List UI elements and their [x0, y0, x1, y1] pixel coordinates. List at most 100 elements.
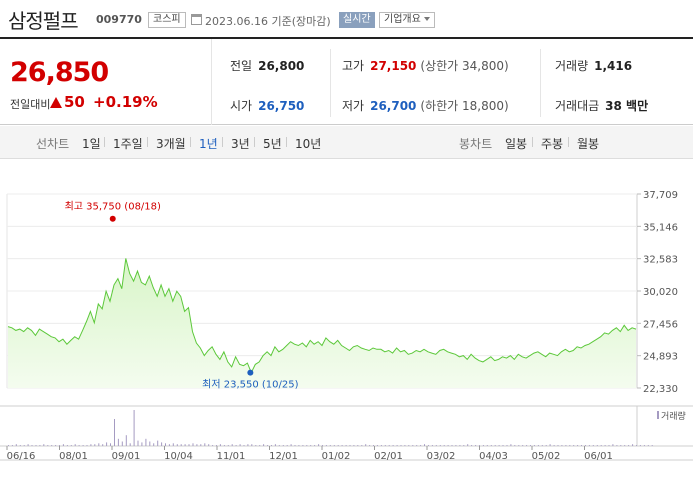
tab-separator: [222, 137, 223, 147]
volume-bar: [628, 445, 630, 446]
info-prev-value: 26,800: [258, 59, 305, 73]
volume-bar: [94, 444, 96, 446]
volume-bar: [439, 445, 441, 446]
volume-bar: [353, 445, 355, 446]
volume-bar: [553, 445, 555, 446]
volume-bar: [153, 443, 155, 446]
volume-bar: [431, 445, 433, 446]
y-tick-label: 22,330: [643, 384, 678, 395]
volume-bar: [494, 445, 496, 446]
volume-bar: [137, 440, 139, 446]
volume-bar: [412, 445, 414, 446]
chart-annotations: 최고 35,750 (08/18) 최저 23,550 (10/25): [65, 201, 299, 391]
info-low: 저가 26,700 (하한가 18,800): [342, 97, 509, 114]
volume-bar: [282, 445, 284, 446]
volume-bar: [486, 445, 488, 446]
volume-bar: [43, 444, 45, 446]
company-overview-dropdown[interactable]: 기업개요: [379, 12, 435, 28]
tab-monthly-candle[interactable]: 월봉: [577, 137, 600, 151]
volume-bar: [219, 444, 221, 446]
volume-bar: [208, 444, 210, 446]
volume-bar: [59, 445, 60, 446]
tab-3m[interactable]: 3개월: [156, 137, 186, 151]
volume-bar: [267, 445, 269, 446]
x-tick-label: 08/01: [59, 451, 88, 462]
tab-10y[interactable]: 10년: [295, 137, 322, 151]
tab-1d[interactable]: 1일: [82, 137, 101, 151]
volume-bar: [8, 445, 9, 446]
volume-bar: [380, 445, 382, 446]
y-tick-label: 24,893: [643, 352, 678, 363]
volume-bar: [19, 445, 21, 446]
volume-bar: [117, 438, 119, 446]
diff-value: 50: [64, 93, 85, 111]
volume-bar: [310, 445, 312, 446]
volume-bar: [588, 445, 590, 446]
info-open: 시가 26,750: [230, 97, 304, 114]
tab-separator: [532, 137, 533, 147]
volume-bar: [526, 445, 528, 446]
base-date: 2023.06.16 기준(장마감): [205, 15, 331, 28]
realtime-button[interactable]: 실시간: [339, 12, 375, 28]
low-marker: [247, 369, 254, 376]
volume-bar: [569, 445, 571, 446]
volume-bar: [51, 445, 53, 446]
y-tick-label: 30,020: [643, 287, 678, 298]
volume-bar: [522, 445, 524, 446]
tab-1w[interactable]: 1주일: [113, 137, 143, 151]
info-amount-label: 거래대금: [555, 99, 600, 113]
volume-bar: [86, 445, 88, 446]
current-price: 26,850: [10, 57, 109, 88]
volume-bar: [592, 445, 594, 446]
volume-bar: [239, 444, 241, 446]
volume-bar: [424, 444, 425, 446]
tab-separator: [147, 137, 148, 147]
volume-bar: [11, 445, 13, 446]
volume-bar: [298, 445, 300, 446]
volume-bar: [349, 445, 351, 446]
volume-bar: [373, 445, 374, 446]
volume-bar: [110, 443, 111, 446]
stock-code: 009770: [96, 13, 142, 26]
tab-daily-candle[interactable]: 일봉: [505, 137, 528, 151]
volume-bar: [537, 445, 539, 446]
tab-separator: [286, 137, 287, 147]
volume-bar: [149, 441, 151, 446]
tab-5y[interactable]: 5년: [263, 137, 282, 151]
volume-bar: [271, 445, 272, 446]
info-amount: 거래대금 38 백만: [555, 97, 648, 114]
low-annotation: 최저 23,550 (10/25): [202, 379, 298, 391]
stock-name: 삼정펄프: [8, 9, 79, 33]
company-overview-label: 기업개요: [384, 14, 421, 25]
volume-bars: 거래량: [0, 405, 693, 447]
volume-bar: [15, 444, 17, 446]
volume-bar: [180, 444, 182, 446]
volume-bar: [200, 444, 202, 446]
x-tick-label: 12/01: [269, 451, 298, 462]
volume-bar: [428, 445, 429, 446]
info-open-label: 시가: [230, 99, 253, 113]
volume-bar: [475, 445, 477, 446]
volume-bar: [620, 445, 622, 446]
volume-bar: [451, 445, 453, 446]
tab-1y[interactable]: 1년: [199, 137, 218, 151]
volume-bar: [365, 444, 367, 446]
x-tick-label: 09/01: [112, 451, 141, 462]
volume-bar: [62, 444, 64, 446]
divider: [540, 49, 541, 117]
volume-bar: [74, 444, 76, 446]
volume-bar: [506, 445, 508, 446]
volume-bar: [384, 445, 386, 446]
volume-bar: [70, 445, 72, 446]
volume-bar: [518, 445, 520, 446]
tab-3y[interactable]: 3년: [231, 137, 250, 151]
volume-bar: [23, 445, 25, 446]
volume-bar: [455, 445, 457, 446]
volume-bar: [467, 444, 469, 446]
tab-weekly-candle[interactable]: 주봉: [541, 137, 564, 151]
tab-separator: [190, 137, 191, 147]
volume-bar: [31, 445, 33, 446]
price-area: [7, 258, 637, 388]
volume-legend-label: 거래량: [661, 410, 686, 422]
volume-bar: [573, 445, 575, 446]
